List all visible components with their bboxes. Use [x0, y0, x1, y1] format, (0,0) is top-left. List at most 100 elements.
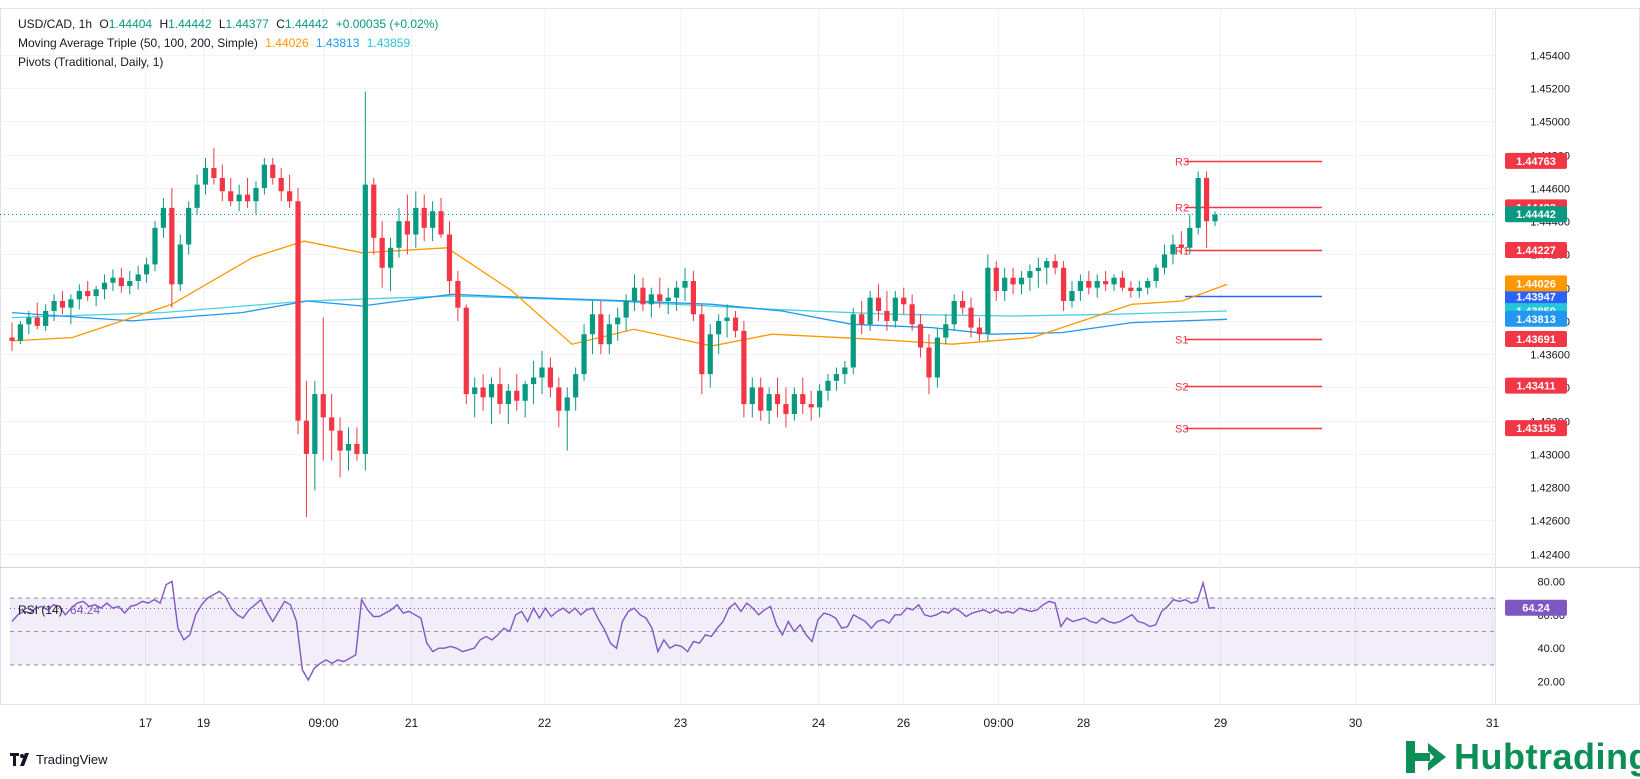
candle-body [1111, 277, 1117, 285]
price-tick-label: 1.45400 [1530, 51, 1570, 63]
candle-body [514, 390, 520, 401]
candle-body [909, 304, 915, 325]
rsi-price-tag-bg [1505, 599, 1567, 616]
candle-body [236, 194, 242, 202]
candle-body [1128, 287, 1134, 292]
candle-body [76, 291, 82, 300]
candle-body [598, 314, 604, 345]
candle-body [589, 314, 596, 335]
candle-body [985, 267, 991, 335]
pivot-price-tag-bg [1505, 152, 1567, 169]
candle-body [749, 387, 755, 405]
candle-body [556, 387, 562, 411]
pivot-label: S3 [1175, 424, 1188, 436]
ohlc-low: 1.44377 [225, 17, 269, 31]
ohlc-low-key: L [218, 17, 226, 31]
candle-body [404, 221, 410, 235]
ma200-line [11, 295, 1228, 319]
candle-body [606, 324, 612, 345]
ma50-price-tag-bg [1505, 275, 1567, 292]
candle-body [1052, 261, 1058, 268]
candle-body [648, 294, 654, 305]
ohlc-close: 1.44442 [284, 17, 329, 31]
candle-body [497, 384, 503, 405]
ohlc-open: 1.44404 [108, 17, 153, 31]
symbol-legend: USD/CAD, 1h O1.44404 H1.44442 L1.44377 C… [18, 16, 442, 33]
candle-body [51, 300, 57, 311]
candle-body [530, 377, 537, 385]
rsi-price-tag: 64.24 [1522, 603, 1550, 615]
candle-body [312, 394, 318, 454]
candle-body [707, 334, 713, 375]
candle-body [1145, 281, 1151, 288]
candle-body [581, 334, 587, 375]
time-tick-label: 24 [812, 716, 826, 730]
candle-body [202, 167, 209, 185]
candle-body [1170, 244, 1176, 255]
time-tick-label: 26 [897, 716, 911, 730]
candle-body [850, 314, 856, 368]
candle-body [867, 297, 873, 325]
time-tick-label: 23 [674, 716, 688, 730]
rsi-label: RSI (14) [18, 603, 63, 617]
candle-body [539, 367, 545, 378]
candle-body [253, 187, 259, 202]
time-tick-label: 21 [405, 716, 419, 730]
pivot-price-tag-bg [1505, 331, 1567, 348]
candle-body [34, 317, 40, 326]
candle-body [488, 384, 495, 398]
candle-body [615, 317, 621, 325]
pivot-label: R3 [1175, 157, 1189, 169]
candle-body [859, 314, 865, 325]
price-tags: 1.447631.444831.442271.439471.436911.434… [1505, 152, 1567, 616]
hubtrading-icon [1406, 741, 1446, 773]
candle-body [1094, 281, 1100, 288]
candle-body [379, 237, 385, 268]
candle-body [1212, 214, 1218, 222]
candle-body [1044, 261, 1050, 268]
rsi-line [11, 580, 1216, 682]
symbol-label: USD/CAD, 1h [18, 17, 93, 31]
rsi-tick-label: 80.00 [1537, 576, 1565, 588]
candle-body [68, 299, 74, 308]
rsi-value: 64.24 [70, 603, 101, 617]
last-price-tag: 1.44442 [1516, 209, 1556, 221]
pivot-label: S2 [1175, 382, 1188, 394]
candle-body [901, 297, 907, 305]
candle-body [278, 177, 284, 192]
candle-body [194, 184, 200, 208]
candle-body [1086, 281, 1092, 288]
candle-body [817, 390, 823, 408]
tradingview-logo: TradingView [10, 752, 108, 767]
candle-body [673, 287, 680, 298]
pivot-lines: R3 R2 R1 S1 S2 S3 [0, 157, 1495, 436]
candle-body [446, 234, 453, 282]
pivot-price-tag-bg [1505, 420, 1567, 437]
pivot-price-tag: 1.43411 [1516, 381, 1555, 393]
candle-body [228, 191, 234, 202]
candle-body [1002, 277, 1008, 292]
ohlc-high: 1.44442 [168, 17, 212, 31]
candle-body [741, 330, 747, 405]
candle-body [623, 300, 629, 318]
candle-body [1027, 271, 1033, 278]
hubtrading-logo: Hubtrading [1404, 736, 1640, 778]
candle-body [101, 282, 108, 290]
candle-body [143, 264, 150, 275]
candle-body [438, 211, 444, 235]
candle-body [766, 394, 772, 411]
pivot-price-tag: 1.44763 [1516, 156, 1556, 168]
candle-body [884, 310, 890, 321]
pivot-price-tag-bg [1505, 377, 1567, 394]
pivot-label: S1 [1175, 335, 1188, 347]
time-tick-label: 09:00 [308, 716, 338, 730]
candle-body [354, 443, 360, 454]
candle-body [219, 177, 225, 192]
price-tick-label: 1.45200 [1530, 84, 1570, 96]
pivot-label: R1 [1175, 246, 1189, 258]
candle-body [9, 337, 15, 341]
candle-body [657, 294, 663, 301]
candle-body [287, 191, 293, 202]
rsi-legend: RSI (14) 64.24 [18, 602, 104, 619]
